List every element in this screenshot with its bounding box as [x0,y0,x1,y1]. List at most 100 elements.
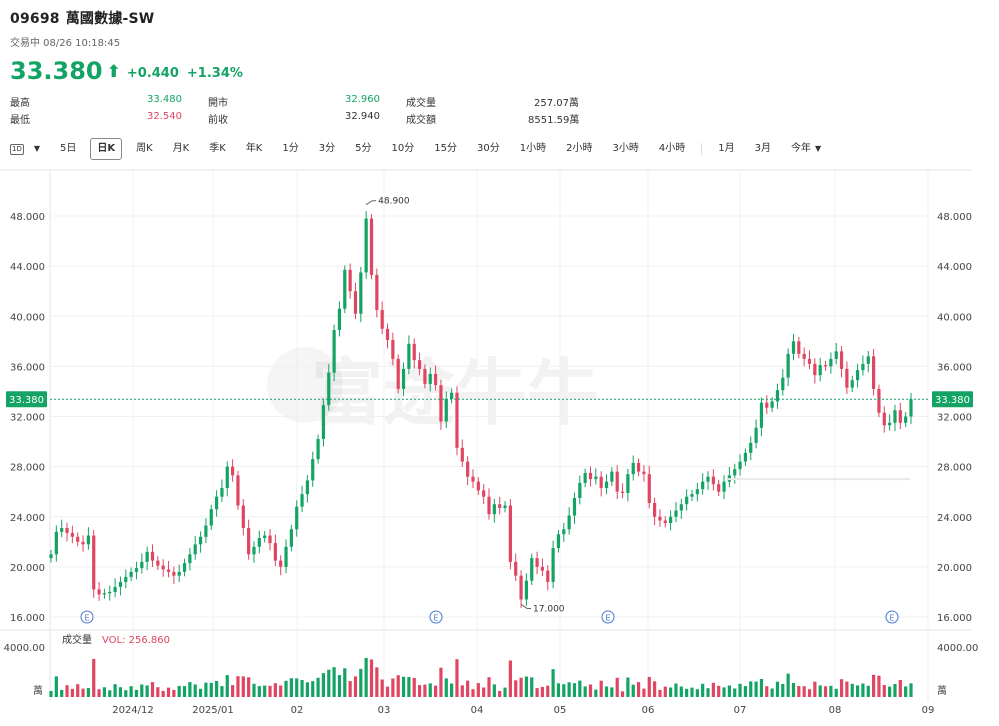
candle-body [893,410,897,423]
candle-body [492,504,496,515]
y-tick-label-left: 16.000 [10,613,45,624]
period-tab[interactable]: 5分 [355,143,372,154]
interval-selector[interactable]: 1D ▼ [10,139,50,159]
period-tab[interactable]: 周K [136,143,153,154]
candle-body [102,593,107,595]
candle-body [663,520,667,524]
period-tab[interactable]: 1分 [282,143,299,154]
period-tab[interactable]: 年K [245,143,263,154]
volume-bar [359,668,363,697]
period-tab[interactable]: 3小時 [612,143,639,154]
period-tab[interactable]: 日K [90,138,123,160]
candle-body [498,504,502,508]
candle-body [631,462,635,475]
candle-body [530,558,534,581]
volume-bar [204,682,208,697]
period-tab[interactable]: 1小時 [519,143,547,154]
trading-status: 交易中 08/26 10:18:45 [10,38,121,49]
candle-body [65,528,69,534]
candle-body [156,560,160,566]
candle-body [252,546,256,555]
volume-bar [807,689,812,697]
volume-bar [92,658,96,697]
volume-bar [690,687,694,697]
period-tab[interactable]: 30分 [476,143,500,154]
candle-body [690,494,694,497]
period-tab[interactable]: 5日 [60,143,77,154]
low-annotation-line [520,604,532,609]
period-tab[interactable]: 15分 [434,143,457,154]
volume-value: 257.07萬 [534,98,579,109]
period-tab[interactable]: 2小時 [566,143,593,154]
volume-bar [604,686,609,697]
range-tab[interactable]: 3月 [754,143,771,154]
candle-body [359,272,363,314]
candle-body [514,561,518,576]
volume-bar [829,685,833,697]
volume-bar [316,677,320,697]
y-tick-label-right: 44.000 [937,262,972,273]
candle-body [615,471,619,492]
candle-body [759,402,764,428]
volume-axis-top-right: 4000.00 [937,643,978,654]
candle-body [535,558,539,567]
period-tab[interactable]: 10分 [391,143,415,154]
range-tab[interactable]: 今年 ▼ [790,143,822,154]
candle-body [604,481,609,488]
volume-bar [738,683,742,697]
candle-body [129,571,133,577]
volume-bar [220,686,224,697]
y-tick-label-left: 20.000 [10,563,45,574]
candle-body [706,476,710,482]
candle-body [300,494,304,507]
candle-body [172,571,176,576]
volume-bar [658,689,662,697]
period-tab[interactable]: 季K [209,143,226,154]
volume-bar [508,660,512,697]
volume-bar [588,684,593,697]
volume-bar [556,683,561,697]
volume-bar [642,688,646,697]
candle-body [150,551,155,561]
candle-body [503,505,507,508]
price-change: +0.440 [126,66,179,81]
candle-body [583,472,587,483]
volume-bar [663,686,667,697]
candle-body [839,351,844,369]
period-tab[interactable]: 月K [172,143,190,154]
candle-body [76,536,80,542]
candle-body [770,401,774,408]
candle-body [567,515,571,530]
candle-body [353,291,358,314]
volume-bar [786,673,790,697]
volume-bar [519,677,523,697]
y-tick-label-right: 32.000 [937,413,972,424]
candle-body [508,505,512,562]
volume-bar [247,677,251,697]
volume-bar [717,685,721,697]
candle-body [364,218,368,273]
range-tab[interactable]: 1月 [718,143,735,154]
volume-bar [759,679,764,697]
candle-body [701,481,705,490]
volume-bar [279,685,283,697]
volume-bar [711,682,715,697]
current-price-tag-right [932,391,973,408]
volume-bar [428,683,432,697]
volume-bar [765,686,769,697]
y-tick-label-left: 36.000 [10,362,45,373]
period-tab[interactable]: 3分 [318,143,336,154]
volume-bar [198,688,203,697]
volume-bar [866,685,870,697]
volume-bar [754,681,758,697]
x-tick-label: 05 [554,705,567,716]
period-tab[interactable]: 4小時 [658,143,686,154]
stock-title: 09698 萬國數據-SW [10,8,154,28]
arrow-up-icon: ⬆ [106,62,121,82]
volume-bar [65,685,69,697]
candle-body [268,535,272,544]
low-value: 32.540 [147,111,182,122]
candle-body [855,370,860,381]
candle-body [882,412,886,426]
volume-bar [882,685,886,697]
